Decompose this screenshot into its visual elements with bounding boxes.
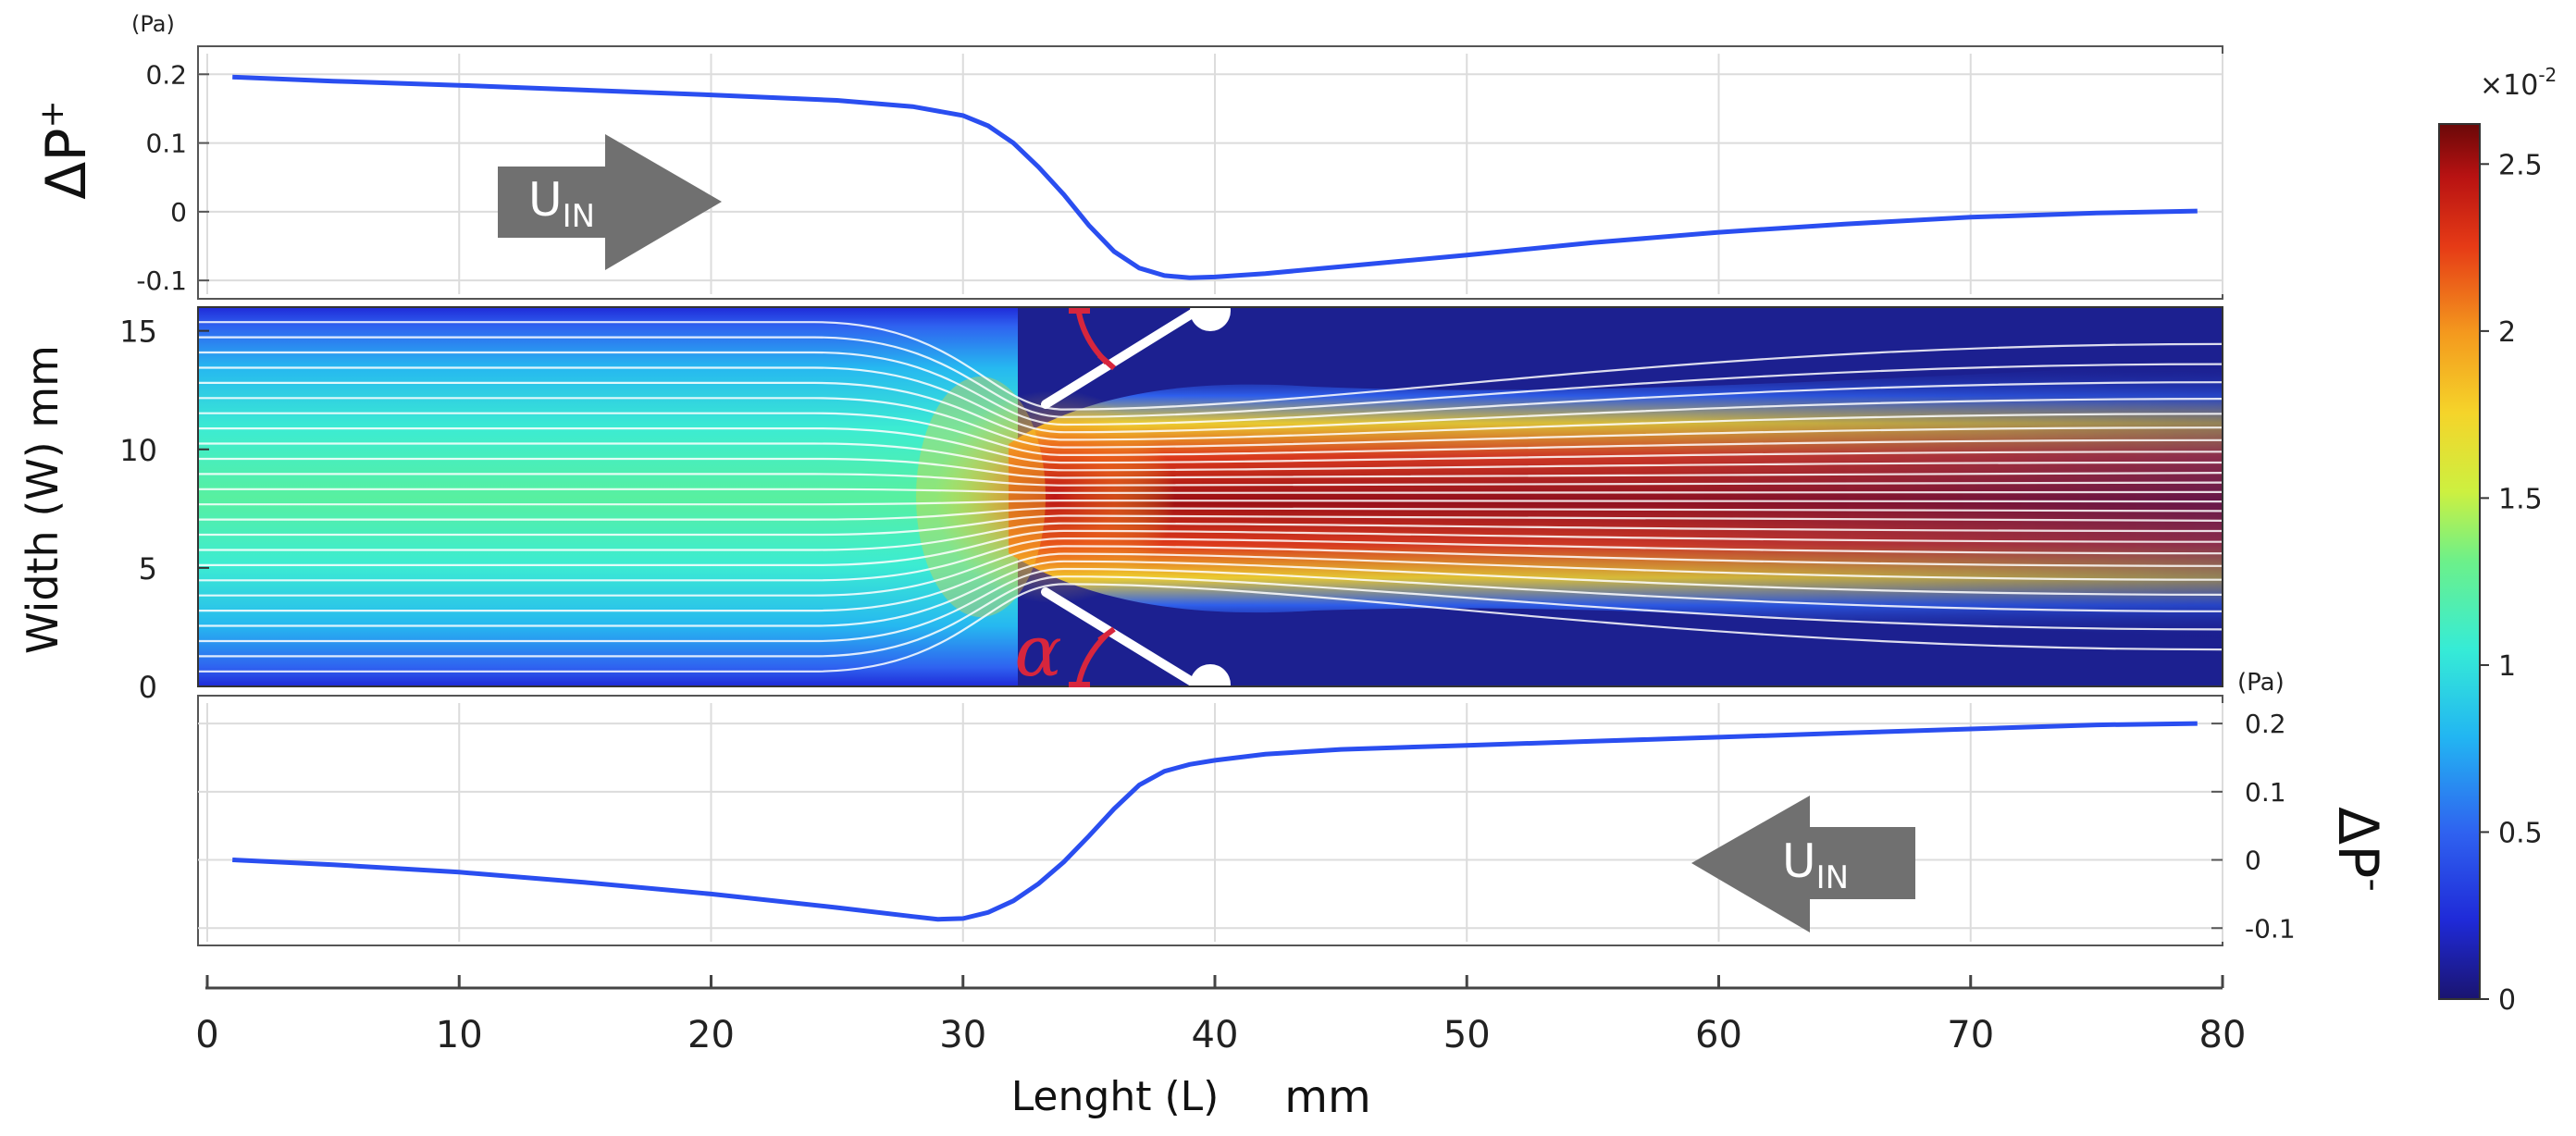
- colorbar-multiplier: ×10-2: [2480, 64, 2557, 102]
- x-tick-label: 30: [939, 1014, 986, 1056]
- streamline: [198, 473, 2223, 487]
- x-axis: 0 10 20 30 40 50 60 70 80 Lenght (L) mm: [195, 975, 2246, 1123]
- streamline: [198, 397, 2223, 449]
- y-tick-label: 15: [119, 315, 157, 350]
- streamline: [198, 567, 2223, 643]
- lower-baffle: [1041, 587, 1198, 686]
- streamline: [198, 321, 2223, 411]
- y-tick-label: -0.1: [136, 265, 187, 296]
- y-tick-label: 0.1: [2245, 777, 2286, 808]
- field-y-label: Width (W) mm: [18, 345, 68, 654]
- colorbar-tick-label: 0.5: [2498, 817, 2543, 849]
- colorbar-tick-label: 2.5: [2498, 149, 2543, 181]
- svg-text:ΔP+: ΔP+: [33, 100, 99, 199]
- streamline: [198, 457, 2223, 479]
- angle-marker-bottom: [1069, 626, 1116, 687]
- colorbar-tick-label: 1.5: [2498, 483, 2543, 515]
- streamline: [198, 522, 2223, 551]
- upper-y-unit: (Pa): [131, 11, 175, 37]
- y-tick-label: 0: [139, 670, 157, 705]
- upper-pressure-curve: [232, 74, 2198, 280]
- lower-y-ticks: -0.1 0 0.1 0.2: [2211, 709, 2296, 944]
- lower-y-label: ΔP-: [2325, 807, 2395, 892]
- field-frame: [197, 306, 2223, 687]
- colorbar-tick-label: 1: [2498, 650, 2516, 683]
- upper-baffle-hinge: [1190, 307, 1231, 331]
- lower-plot-frame: [197, 695, 2223, 946]
- upper-pressure-panel: -0.1 0 0.1 0.2 (Pa) ΔP+ UIN: [33, 11, 2223, 300]
- streamline: [198, 514, 2223, 537]
- y-tick-label: 0.2: [2245, 709, 2286, 739]
- streamline: [198, 412, 2223, 457]
- inflow-arrow-left: UIN: [1691, 796, 1915, 932]
- upper-baffle: [1041, 308, 1198, 409]
- y-tick-label: 0.1: [145, 129, 187, 159]
- y-tick-label: 0: [170, 197, 187, 228]
- lower-grid: [198, 703, 2223, 942]
- lower-pressure-curve: [232, 721, 2198, 922]
- y-tick-label: 0: [2245, 846, 2261, 876]
- y-tick-label: 10: [119, 433, 157, 468]
- x-tick-label: 20: [687, 1014, 735, 1056]
- colorbar-tick-label: 0: [2498, 984, 2516, 1017]
- streamline: [198, 366, 2223, 434]
- streamline: [198, 351, 2223, 426]
- lower-baffle-hinge: [1190, 664, 1231, 686]
- x-tick-label: 70: [1947, 1014, 1994, 1056]
- x-tick-label: 10: [436, 1014, 483, 1056]
- colorbar-tick-label: 2: [2498, 316, 2516, 349]
- colorbar: 0 0.5 1 1.5 2 2.5 ×10-2: [2438, 64, 2557, 1017]
- svg-text:UIN: UIN: [528, 173, 595, 235]
- svg-text:ΔP-: ΔP-: [2325, 807, 2395, 892]
- field-y-ticks: 0 5 10 15: [119, 315, 209, 705]
- svg-text:Width (W) mm: Width (W) mm: [18, 345, 68, 654]
- y-tick-label: 0.2: [145, 59, 187, 90]
- streamline: [198, 583, 2223, 673]
- lower-pressure-panel: -0.1 0 0.1 0.2 (Pa) ΔP- UIN: [197, 669, 2395, 946]
- streamline: [198, 499, 2223, 506]
- x-axis-title: Lenght (L): [1011, 1073, 1220, 1120]
- streamline: [198, 442, 2223, 472]
- streamline: [198, 545, 2223, 597]
- velocity-field: [198, 307, 2223, 686]
- streamline: [198, 575, 2223, 658]
- colorbar-gradient: [2438, 123, 2481, 1000]
- x-tick-label: 50: [1443, 1014, 1491, 1056]
- y-tick-label: -0.1: [2245, 913, 2296, 944]
- inflow-arrow-right: UIN: [498, 134, 722, 270]
- streamline: [198, 381, 2223, 441]
- streamline: [198, 529, 2223, 566]
- angle-marker-top: [1069, 308, 1116, 371]
- colorbar-ticks: 0 0.5 1 1.5 2 2.5: [2480, 149, 2543, 1017]
- streamline: [198, 537, 2223, 582]
- x-tick-label: 0: [195, 1014, 218, 1056]
- streamlines: [198, 321, 2223, 673]
- streamline: [198, 488, 2223, 495]
- streamline: [198, 552, 2223, 612]
- streamline: [198, 336, 2223, 418]
- lower-y-unit: (Pa): [2237, 669, 2285, 697]
- velocity-field-panel: α 0 5 10 15 Width (W) mm: [18, 306, 2223, 705]
- y-tick-label: 5: [139, 551, 157, 587]
- x-axis-ticks: 0 10 20 30 40 50 60 70 80: [195, 975, 2246, 1056]
- x-axis-unit: mm: [1284, 1071, 1371, 1123]
- streamline: [198, 507, 2223, 521]
- streamline: [198, 560, 2223, 627]
- x-tick-label: 40: [1192, 1014, 1239, 1056]
- svg-text:UIN: UIN: [1782, 834, 1849, 896]
- x-tick-label: 60: [1695, 1014, 1742, 1056]
- x-tick-label: 80: [2199, 1014, 2247, 1056]
- angle-alpha-label: α: [1014, 610, 1061, 692]
- streamline: [198, 427, 2223, 464]
- upper-y-label: ΔP+: [33, 100, 99, 199]
- upper-y-ticks: -0.1 0 0.1 0.2: [136, 59, 209, 296]
